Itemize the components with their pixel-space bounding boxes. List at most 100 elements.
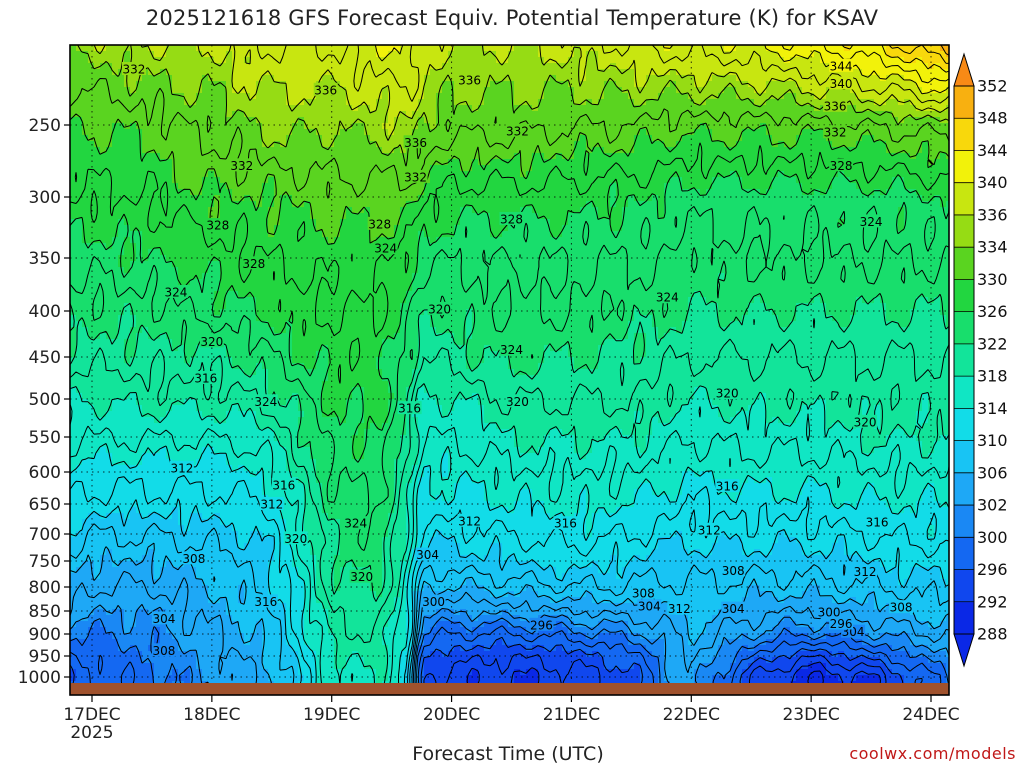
contour-label: 320	[854, 415, 877, 429]
colorbar-bottom-arrow	[953, 633, 975, 668]
contour-label: 312	[170, 461, 193, 475]
y-tick-label: 550	[29, 428, 61, 448]
colorbar-label: 352	[977, 77, 1008, 96]
contour-label-bg	[721, 601, 746, 615]
contour-label: 320	[350, 570, 373, 584]
contour-label: 308	[722, 564, 745, 578]
contour-label-bg	[499, 211, 524, 225]
colorbar-label: 334	[977, 238, 1008, 257]
y-tick-label: 350	[29, 249, 61, 269]
y-tick-label: 1000	[18, 668, 61, 688]
contour-label-bg	[457, 73, 482, 87]
contour-label-bg	[427, 301, 452, 315]
contour-label-bg	[829, 158, 854, 172]
contour-label-bg	[889, 600, 914, 614]
contour-label-bg	[271, 477, 296, 491]
x-tick-label: 23DEC	[782, 705, 839, 725]
contour-label-bg	[397, 401, 422, 415]
pressure-axis: 250 300 350 400 450 500 550 600 650 700 750 800 850 9…	[18, 116, 70, 688]
contour-label: 296	[530, 618, 553, 632]
contour-label-bg	[715, 479, 740, 493]
contour-label: 300	[818, 605, 841, 619]
contour-label: 328	[500, 212, 523, 226]
ground-strip	[70, 683, 949, 695]
x-axis-title: Forecast Time (UTC)	[412, 743, 604, 765]
contour-label: 324	[500, 343, 523, 357]
contour-312	[70, 474, 949, 695]
contour-label-bg	[829, 76, 854, 90]
contour-label: 336	[314, 83, 337, 97]
contour-label-bg	[457, 513, 482, 527]
colorbar-top-arrow	[953, 52, 975, 87]
colorbar: 288 292 296 300 302 306 310 314 318 322 326 330 334 3…	[953, 52, 1008, 668]
contour-label-bg	[169, 460, 194, 474]
colorbar-segment	[954, 601, 974, 635]
contour-label-bg	[865, 515, 890, 528]
contour-320	[70, 318, 949, 644]
contour-label: 332	[506, 124, 529, 138]
contour-310	[70, 498, 949, 695]
contour-label: 328	[206, 219, 229, 233]
contour-label-bg	[313, 82, 338, 96]
colorbar-segment	[954, 311, 974, 345]
contour-label: 312	[668, 602, 691, 616]
x-tick-label: 24DEC	[902, 705, 959, 725]
contour-label: 304	[416, 548, 439, 562]
contour-label: 320	[428, 302, 451, 316]
contour-label: 312	[458, 514, 481, 528]
colorbar-label: 348	[977, 109, 1008, 128]
colorbar-segment	[954, 537, 974, 571]
contour-label-bg	[241, 256, 266, 270]
contour-308	[70, 522, 949, 695]
contour-label-bg	[853, 564, 878, 578]
contour-label-bg	[829, 616, 854, 630]
contour-label-bg	[505, 123, 530, 137]
contour-label: 324	[254, 395, 277, 409]
contour-label-bg	[151, 611, 176, 625]
colorbar-label: 326	[977, 302, 1008, 321]
contour-label-bg	[715, 386, 740, 400]
colorbar-label: 336	[977, 205, 1008, 224]
contour-label-bg	[403, 169, 428, 183]
contour-label-bg	[853, 414, 878, 428]
colorbar-label: 288	[977, 625, 1008, 644]
colorbar-label: 296	[977, 560, 1008, 579]
contour-326	[70, 169, 949, 463]
x-tick-label: 18DEC	[183, 705, 240, 725]
plot-gridlines	[70, 45, 949, 695]
contour-label: 312	[698, 523, 721, 537]
contour-label-bg	[229, 158, 254, 172]
contour-label: 324	[656, 291, 679, 305]
contour-label-bg	[421, 594, 446, 608]
contour-338	[256, 45, 949, 104]
y-tick-label: 700	[29, 525, 61, 545]
contour-318	[70, 383, 949, 695]
colorbar-label: 302	[977, 496, 1008, 515]
contour-label-bg	[121, 62, 146, 75]
contour-label-bg	[181, 551, 206, 565]
x-year-label: 2025	[70, 723, 113, 743]
contour-label: 316	[272, 478, 295, 492]
contour-label: 308	[182, 552, 205, 566]
contour-label-bg	[373, 241, 398, 255]
contour-label: 320	[716, 387, 739, 401]
contour-label: 328	[242, 257, 265, 271]
y-tick-label: 950	[29, 647, 61, 667]
colorbar-segment	[954, 569, 974, 603]
contour-label-bg	[667, 601, 692, 615]
y-tick-label: 250	[29, 116, 61, 136]
y-tick-label: 300	[29, 188, 61, 208]
colorbar-segment	[954, 118, 974, 151]
contour-label-bg	[403, 135, 428, 149]
contour-label: 344	[830, 59, 853, 73]
contour-label: 308	[632, 586, 655, 600]
contour-label: 320	[284, 532, 307, 546]
contour-label-bg	[823, 125, 848, 139]
credit-text: coolwx.com/models	[849, 744, 1016, 763]
contour-label: 336	[824, 99, 847, 113]
contour-label-bg	[553, 516, 578, 530]
contour-label-bg	[529, 617, 554, 631]
contour-label-bg	[505, 394, 530, 408]
contour-label-bg	[859, 214, 884, 228]
y-tick-label: 900	[29, 625, 61, 645]
